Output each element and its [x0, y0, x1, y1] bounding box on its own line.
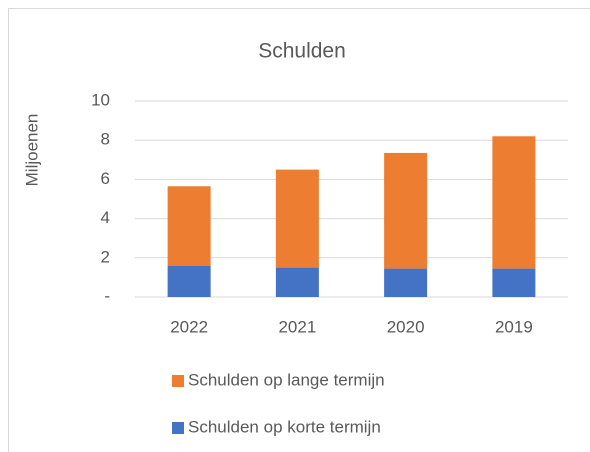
chart-title: Schulden: [258, 40, 346, 63]
y-axis-label: Miljoenen: [22, 114, 41, 187]
legend-swatch: [172, 422, 184, 434]
y-tick-label: 6: [101, 169, 110, 188]
bar-segment: [275, 169, 319, 268]
legend-label: Schulden op lange termijn: [188, 370, 385, 389]
x-tick-label: 2020: [387, 317, 425, 336]
y-tick-label: -: [104, 286, 110, 305]
bar-segment: [492, 136, 536, 269]
bar-segment: [167, 186, 211, 266]
y-tick-label: 10: [91, 90, 110, 109]
y-tick-label: 2: [101, 247, 110, 266]
x-tick-label: 2021: [278, 317, 316, 336]
bar-segment: [275, 267, 319, 297]
legend-label: Schulden op korte termijn: [188, 417, 381, 436]
x-tick-label: 2019: [495, 317, 533, 336]
bar-segment: [384, 152, 428, 269]
bar-segment: [167, 265, 211, 297]
bar-segment: [384, 268, 428, 297]
y-tick-label: 4: [101, 208, 110, 227]
y-tick-label: 8: [101, 130, 110, 149]
legend-swatch: [172, 375, 184, 387]
x-tick-label: 2022: [170, 317, 208, 336]
bar-segment: [492, 268, 536, 297]
chart-frame: [8, 8, 590, 452]
